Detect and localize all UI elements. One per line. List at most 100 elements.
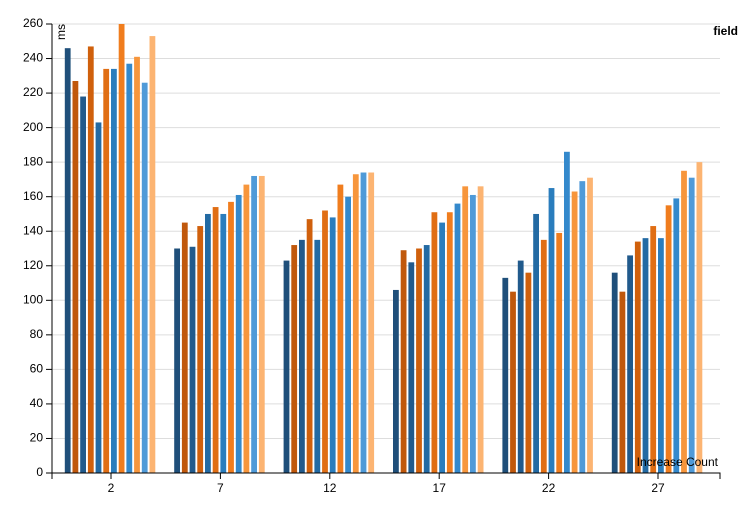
bar [314, 239, 321, 473]
y-tick-label: 60 [30, 362, 44, 376]
bar [118, 24, 125, 473]
bar [611, 272, 618, 473]
bar [337, 184, 344, 473]
y-tick-label: 180 [23, 154, 43, 168]
bar [251, 175, 257, 473]
y-tick-label: 40 [30, 396, 44, 410]
bar [587, 177, 593, 473]
x-tick-label: 2 [108, 481, 115, 495]
y-tick-label: 100 [23, 292, 43, 306]
bar [556, 232, 563, 473]
bar [510, 291, 516, 473]
bar [579, 181, 586, 473]
bar [299, 239, 305, 473]
bar [228, 201, 234, 473]
bar [462, 186, 469, 474]
bar [291, 245, 298, 473]
bar [688, 177, 695, 473]
y-tick-label: 80 [30, 327, 44, 341]
legend-title: field [713, 24, 738, 38]
bar [368, 172, 375, 473]
bar [258, 175, 265, 473]
bar [502, 277, 509, 473]
y-tick-label: 200 [23, 120, 43, 134]
bar [400, 250, 407, 473]
y-tick-label: 0 [36, 465, 43, 479]
y-tick-label: 220 [23, 85, 43, 99]
y-tick-label: 260 [23, 16, 43, 30]
bar [329, 217, 336, 473]
x-tick-label: 27 [651, 481, 665, 495]
bar [533, 213, 539, 473]
bar [306, 219, 313, 473]
bar [103, 68, 110, 474]
y-tick-label: 240 [23, 51, 43, 65]
y-tick-label: 120 [23, 258, 43, 272]
bar [64, 48, 71, 474]
bar [525, 272, 532, 473]
bar [174, 248, 180, 473]
y-axis-label: ms [54, 24, 68, 40]
bar [696, 162, 703, 473]
x-axis-label: Increase Count [637, 455, 719, 469]
x-tick-label: 7 [217, 481, 224, 495]
bar [517, 260, 524, 473]
bar [393, 289, 399, 473]
bar [540, 239, 547, 473]
bar [673, 198, 680, 473]
bar [181, 222, 188, 473]
bar [212, 207, 219, 474]
x-tick-label: 22 [542, 481, 556, 495]
y-tick-label: 140 [23, 223, 43, 237]
bar [634, 241, 641, 473]
bar [408, 262, 415, 473]
bar [72, 80, 79, 473]
bar [126, 63, 133, 473]
bar [571, 191, 578, 473]
bar [149, 36, 156, 473]
x-tick-label: 12 [323, 481, 337, 495]
y-tick-label: 20 [30, 431, 44, 445]
bar [477, 186, 484, 474]
bar [470, 194, 476, 473]
bar [197, 226, 204, 473]
bar [564, 151, 570, 474]
bars [64, 24, 703, 474]
bar [446, 212, 453, 473]
bar [431, 212, 438, 473]
bar [111, 68, 117, 474]
bar [360, 172, 367, 473]
bar [650, 226, 657, 473]
bar [87, 46, 94, 473]
bar [134, 56, 140, 474]
x-tick-label: 17 [433, 481, 447, 495]
bar [548, 188, 555, 474]
bar [283, 260, 290, 473]
bar [642, 238, 649, 473]
bar [658, 238, 664, 473]
grid [52, 23, 720, 474]
bar [665, 205, 672, 474]
y-tick-label: 160 [23, 189, 43, 203]
bar [345, 196, 351, 473]
bar [439, 222, 445, 473]
bar [681, 170, 687, 474]
bar [627, 255, 633, 473]
bar [454, 203, 461, 473]
bar [423, 245, 430, 473]
bar [220, 213, 227, 473]
bar [205, 213, 211, 473]
bar [243, 184, 250, 473]
bar [416, 248, 422, 473]
bar [235, 194, 242, 473]
x-axis [51, 472, 721, 479]
bar [80, 96, 86, 474]
bar [141, 82, 148, 473]
bar [322, 210, 328, 473]
bar [95, 122, 102, 473]
bar [352, 174, 359, 473]
bar [189, 246, 196, 473]
bar [619, 291, 626, 473]
